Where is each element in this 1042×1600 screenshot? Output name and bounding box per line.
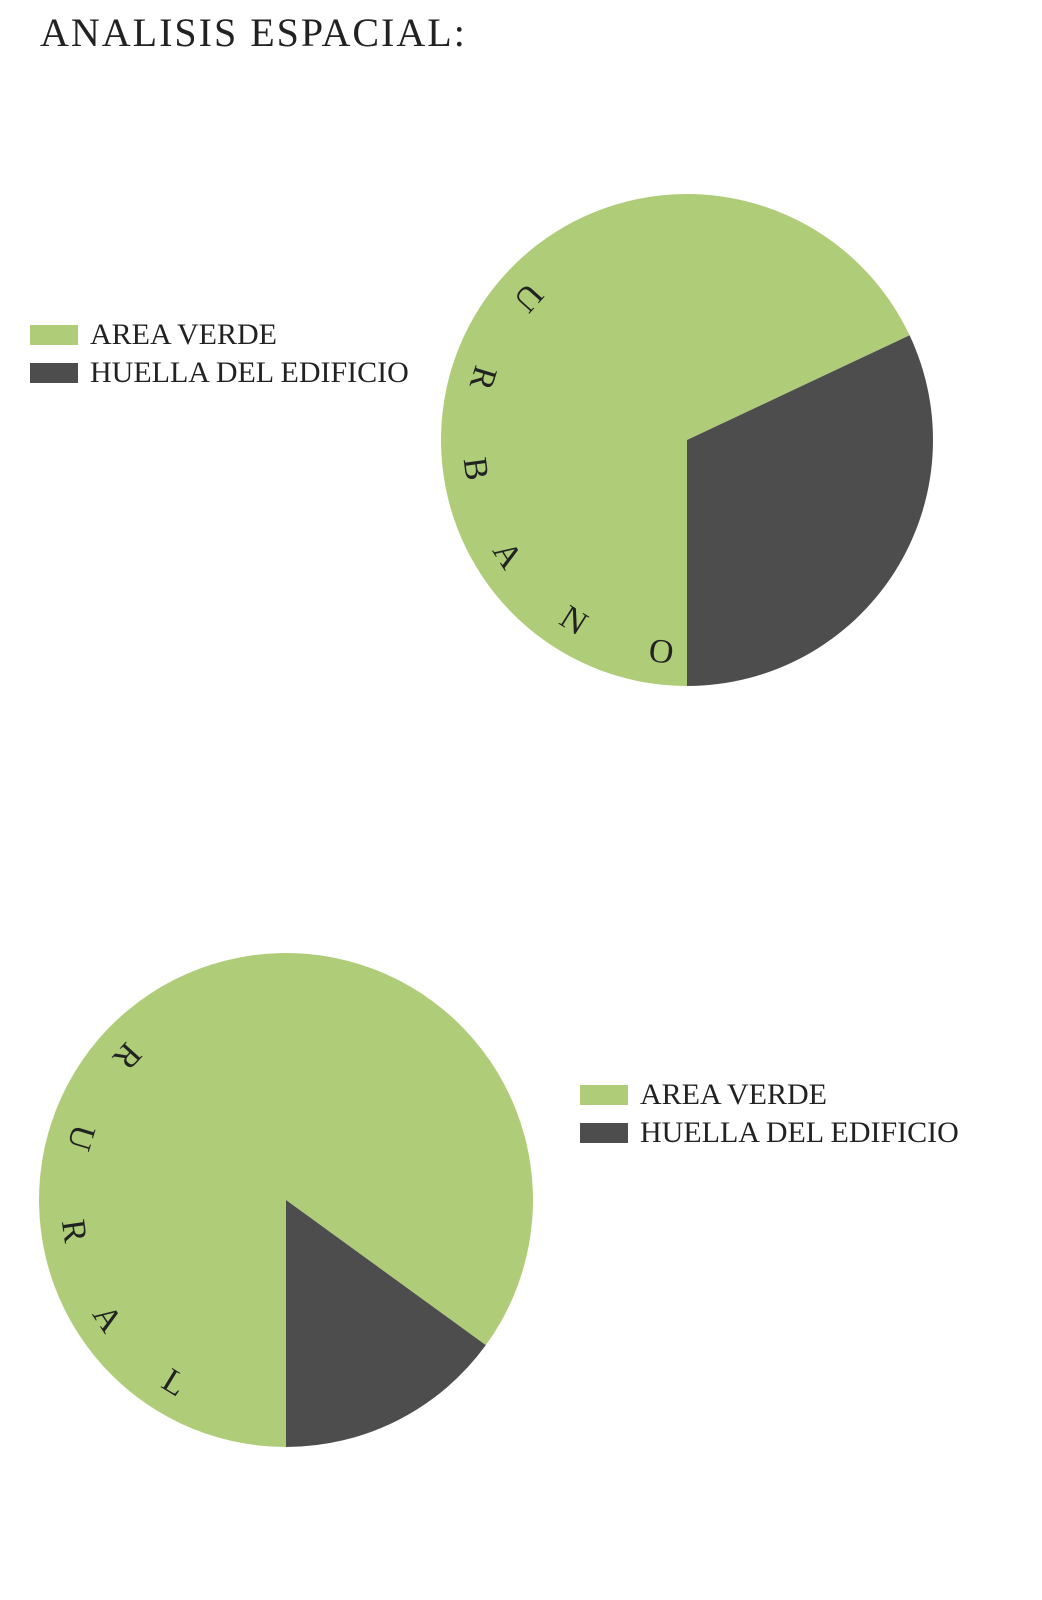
legend-swatch [30,325,78,345]
legend-label: AREA VERDE [90,318,277,351]
pie-slice [440,193,910,686]
pie-slice [687,335,933,686]
page-title: ANALISIS ESPACIAL: [40,10,467,55]
legend-label: HUELLA DEL EDIFICIO [640,1116,959,1149]
legend-swatch [580,1085,628,1105]
legend-label: AREA VERDE [640,1078,827,1111]
legend-label: HUELLA DEL EDIFICIO [90,356,409,389]
pie-slice [286,1200,486,1447]
pie-slice [39,953,533,1447]
legend-swatch [30,363,78,383]
legend-swatch [580,1123,628,1143]
